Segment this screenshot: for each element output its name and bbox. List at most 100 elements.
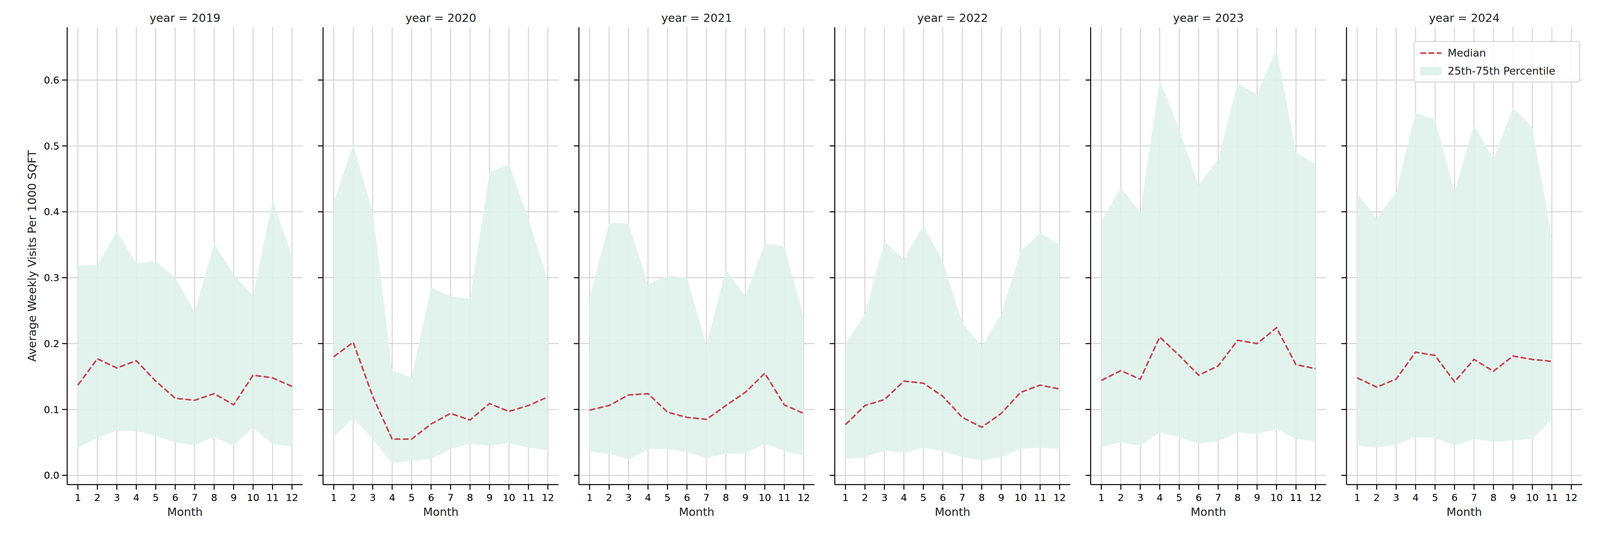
x-tick (647, 484, 649, 490)
x-tick (213, 484, 215, 490)
x-tick (1120, 484, 1122, 490)
x-tick-label: 11 (778, 492, 791, 504)
x-tick (489, 484, 491, 490)
legend-swatch (1420, 52, 1442, 54)
y-tick-label: 0.5 (43, 140, 60, 152)
x-tick-label: 11 (1033, 492, 1047, 504)
x-tick-label: 5 (664, 492, 671, 504)
x-axis-label: Month (423, 505, 459, 519)
x-tick-label: 6 (683, 492, 691, 504)
plot-area (333, 144, 548, 464)
x-tick-label: 10 (758, 492, 772, 504)
x-axis-line (1090, 484, 1327, 486)
x-tick (1198, 484, 1200, 490)
y-axis-line (1346, 27, 1348, 485)
x-tick (430, 484, 432, 490)
y-tick-label: 0.2 (43, 338, 60, 350)
x-tick-label: 2 (605, 492, 613, 504)
x-tick (589, 484, 591, 490)
grid-line (578, 475, 815, 476)
y-tick (1341, 475, 1347, 477)
y-tick (1085, 343, 1091, 345)
x-tick-label: 8 (1490, 492, 1497, 504)
x-tick (1314, 484, 1317, 490)
x-tick (1276, 484, 1278, 490)
x-tick (1100, 484, 1102, 490)
x-tick-label: 2 (1117, 492, 1124, 504)
panel: 123456789101112year = 2022Month (829, 11, 1071, 519)
y-tick (317, 211, 324, 213)
x-axis-label: Month (934, 505, 971, 519)
x-tick-label: 10 (502, 492, 516, 504)
x-tick-label: 5 (1432, 492, 1439, 504)
y-tick (829, 343, 835, 345)
y-tick (573, 145, 579, 147)
y-tick (1085, 408, 1091, 411)
y-tick (1341, 408, 1347, 411)
y-tick (1341, 277, 1347, 279)
x-tick (1058, 484, 1061, 490)
x-tick-label: 1 (586, 492, 593, 504)
x-tick (1473, 484, 1475, 490)
x-tick (883, 484, 886, 490)
x-tick-label: 7 (1470, 492, 1477, 504)
grid-line (834, 79, 1071, 81)
x-tick-label: 8 (978, 492, 985, 504)
x-tick (155, 484, 157, 490)
x-tick (1512, 484, 1514, 490)
x-axis-line (1346, 484, 1583, 486)
x-tick (783, 484, 786, 490)
y-tick (62, 211, 68, 213)
x-tick-label: 5 (1176, 492, 1183, 504)
panel: 123456789101112year = 2023Month (1085, 11, 1327, 519)
grid-line (1090, 79, 1327, 81)
x-tick (922, 484, 924, 490)
x-tick (174, 484, 176, 490)
x-axis-line (323, 484, 559, 486)
grid-line (1090, 475, 1327, 476)
y-tick (1341, 145, 1347, 147)
x-tick (864, 484, 866, 490)
grid-line (1346, 145, 1583, 147)
y-tick (62, 145, 68, 147)
x-tick (194, 484, 196, 490)
grid-line (67, 145, 303, 147)
y-tick (317, 343, 324, 345)
panel: 123456789101112year = 2024MonthMedian25t… (1341, 11, 1583, 519)
x-tick-label: 3 (113, 492, 120, 504)
x-tick-label: 4 (1412, 492, 1419, 504)
median-line (1101, 327, 1316, 381)
x-tick (291, 484, 293, 490)
y-tick (62, 408, 68, 411)
x-tick-label: 2 (350, 492, 357, 504)
x-tick-label: 10 (246, 492, 260, 504)
panel-title: year = 2023 (1173, 11, 1244, 25)
x-axis-line (834, 484, 1071, 486)
x-tick-label: 6 (428, 492, 435, 504)
x-tick (96, 484, 99, 490)
x-tick (903, 484, 905, 490)
x-tick-label: 9 (1253, 492, 1261, 504)
grid-line (67, 79, 303, 81)
grid-line (323, 79, 559, 81)
x-tick-label: 4 (644, 492, 652, 504)
x-tick-label: 2 (94, 492, 101, 504)
percentile-band (589, 223, 804, 460)
percentile-band (77, 200, 292, 448)
x-tick (1256, 484, 1258, 490)
x-tick-label: 3 (1392, 492, 1400, 504)
y-axis-label: Average Weekly Visits Per 1000 SQFT (25, 150, 39, 362)
y-axis-line (834, 27, 836, 485)
grid-line (578, 211, 815, 213)
plot-area (77, 200, 292, 448)
x-tick (1237, 484, 1239, 490)
median-line (1357, 352, 1552, 388)
median-line (589, 373, 804, 420)
x-axis-label: Month (1190, 505, 1227, 519)
median-line (845, 381, 1060, 428)
y-tick-label: 0.0 (43, 469, 60, 482)
x-tick-label: 1 (1098, 492, 1105, 504)
plot-area (1357, 107, 1552, 449)
x-tick (961, 484, 963, 490)
legend: Median25th-75th Percentile (1414, 41, 1580, 83)
